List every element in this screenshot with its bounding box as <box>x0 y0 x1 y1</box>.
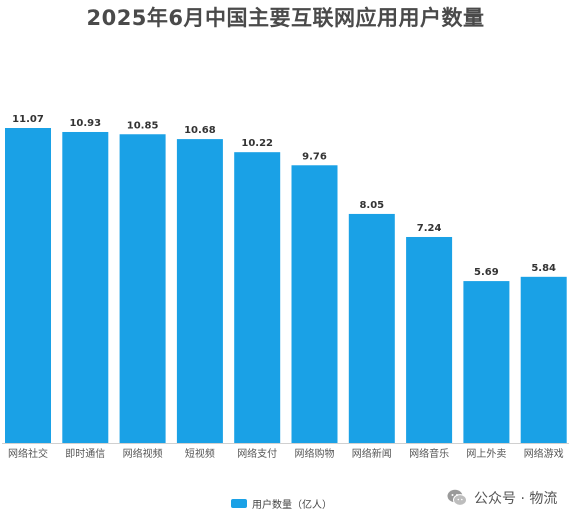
bar-8 <box>463 281 510 443</box>
data-label-0: 11.07 <box>12 114 44 125</box>
x-tick-label-8: 网上外卖 <box>466 448 506 460</box>
data-label-8: 5.69 <box>474 267 499 278</box>
x-tick-label-0: 网络社交 <box>8 447 48 460</box>
data-label-7: 7.24 <box>417 223 442 234</box>
bar-3 <box>176 139 223 443</box>
legend-swatch <box>231 499 247 508</box>
x-tick-label-1: 即时通信 <box>65 448 105 460</box>
x-tick-label-6: 网络新闻 <box>352 447 392 460</box>
wechat-icon <box>446 487 468 509</box>
chart-title: 2025年6月中国主要互联网应用用户数量 <box>86 6 485 30</box>
bar-4 <box>234 152 281 443</box>
data-label-1: 10.93 <box>69 118 101 129</box>
bar-7 <box>406 236 453 443</box>
data-label-2: 10.85 <box>127 120 159 131</box>
x-tick-label-2: 网络视频 <box>123 447 163 460</box>
x-tick-label-7: 网络音乐 <box>409 447 449 460</box>
bar-9 <box>520 276 567 443</box>
bar-2 <box>119 134 166 443</box>
data-label-5: 9.76 <box>302 151 327 162</box>
bar-0 <box>5 128 51 443</box>
bar-1 <box>62 131 109 443</box>
data-label-3: 10.68 <box>184 125 216 136</box>
bar-5 <box>291 165 338 443</box>
x-tick-label-5: 网络购物 <box>295 447 335 460</box>
legend-label: 用户数量（亿人） <box>252 500 332 511</box>
x-tick-label-4: 网络支付 <box>237 447 277 460</box>
bar-6 <box>348 213 395 443</box>
x-tick-label-3: 短视频 <box>185 447 215 460</box>
data-label-4: 10.22 <box>241 138 273 149</box>
x-tick-label-9: 网络游戏 <box>524 447 564 460</box>
watermark-text: 公众号 · 物流 <box>474 491 558 507</box>
legend: 用户数量（亿人） <box>231 496 332 511</box>
data-label-6: 8.05 <box>359 200 384 211</box>
data-label-9: 5.84 <box>531 263 556 274</box>
watermark: 公众号 · 物流 <box>446 487 557 509</box>
